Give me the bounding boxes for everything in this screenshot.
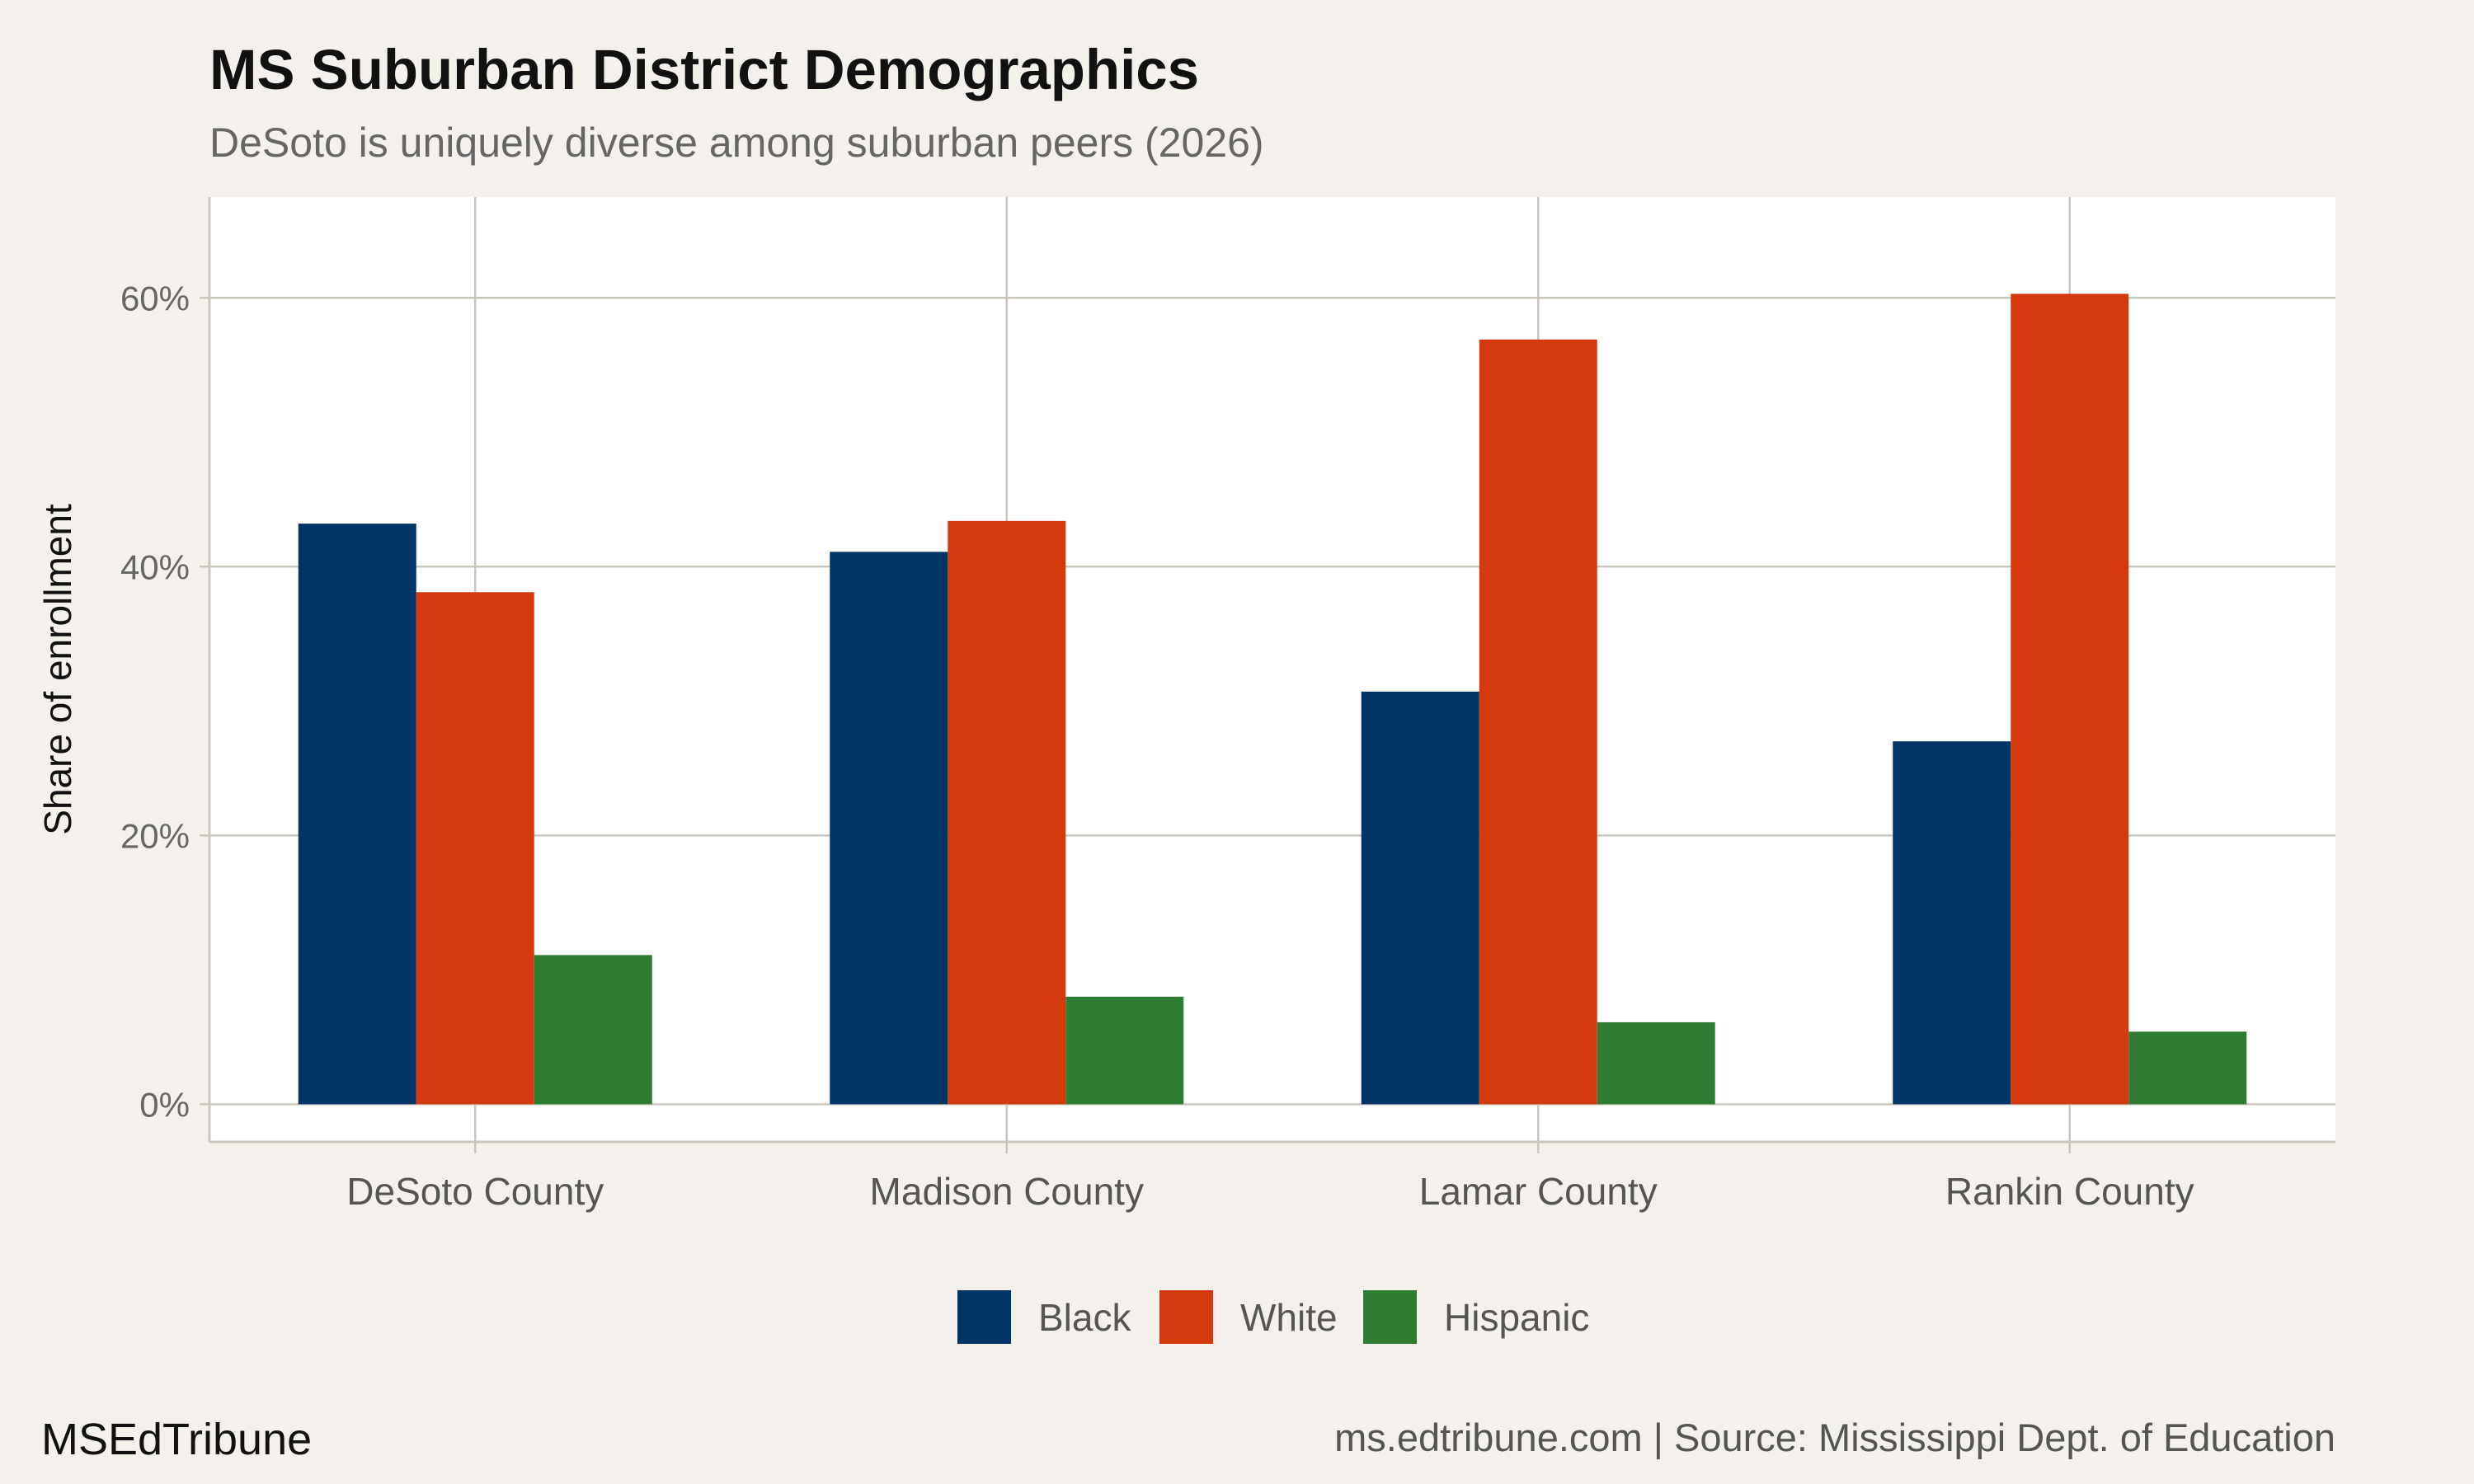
y-axis-title: Share of enrollment [36, 504, 79, 835]
source-note: ms.edtribune.com | Source: Mississippi D… [1334, 1416, 2335, 1459]
x-tick-label: Rankin County [1945, 1170, 2194, 1213]
y-tick-label: 40% [120, 547, 190, 586]
legend-label: White [1240, 1296, 1338, 1339]
bar-white [1479, 339, 1597, 1105]
y-tick-label: 20% [120, 816, 190, 855]
bar-hispanic [1065, 996, 1184, 1105]
chart-subtitle: DeSoto is uniquely diverse among suburba… [209, 120, 1264, 166]
x-tick-label: DeSoto County [346, 1170, 604, 1213]
legend-key-white [1159, 1290, 1213, 1344]
legend-key-black [957, 1290, 1011, 1344]
y-tick-label: 0% [139, 1085, 190, 1124]
bar-black [1893, 741, 2011, 1105]
bar-black [298, 524, 416, 1105]
bar-black [830, 552, 948, 1105]
y-tick-label: 60% [120, 279, 190, 317]
bar-hispanic [2128, 1031, 2247, 1105]
chart-title: MS Suburban District Demographics [209, 38, 1199, 101]
bar-white [2011, 294, 2129, 1105]
legend-label: Black [1038, 1296, 1131, 1339]
x-tick-label: Lamar County [1419, 1170, 1658, 1213]
x-tick-label: Madison County [870, 1170, 1144, 1213]
bar-white [416, 592, 534, 1105]
brand-label: MSEdTribune [41, 1415, 312, 1464]
legend-label: Hispanic [1444, 1296, 1589, 1339]
legend-key-hispanic [1363, 1290, 1417, 1344]
bar-hispanic [1597, 1021, 1715, 1105]
bar-hispanic [534, 955, 652, 1105]
bar-black [1361, 691, 1479, 1105]
bar-white [948, 520, 1066, 1105]
